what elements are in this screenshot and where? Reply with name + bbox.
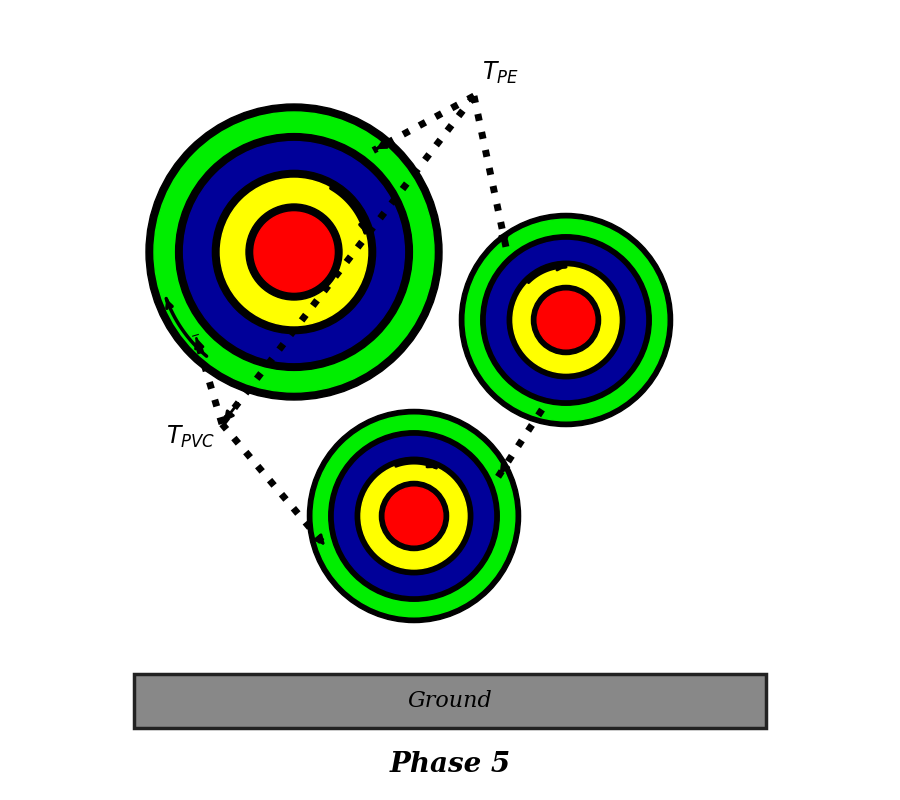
Circle shape [537,291,595,349]
Circle shape [356,458,472,574]
Circle shape [154,112,434,392]
Circle shape [308,410,520,622]
Text: $T_{PE}$: $T_{PE}$ [482,60,518,86]
Text: $T_{PVC}$: $T_{PVC}$ [166,424,215,450]
Circle shape [220,178,367,326]
Circle shape [184,142,404,362]
Bar [134,674,766,728]
Circle shape [481,234,652,406]
Circle shape [380,482,448,550]
Circle shape [335,437,493,595]
Circle shape [385,487,443,545]
Circle shape [459,214,672,426]
Circle shape [508,262,625,378]
Text: Phase 5: Phase 5 [390,750,510,778]
Circle shape [176,134,412,370]
Circle shape [254,212,334,292]
Circle shape [513,267,619,373]
Circle shape [487,241,645,399]
Circle shape [212,170,375,334]
Circle shape [465,219,667,421]
Circle shape [531,286,600,354]
Text: Ground: Ground [408,690,492,712]
Circle shape [328,430,500,602]
Circle shape [361,463,467,569]
Circle shape [146,104,442,400]
Circle shape [313,415,515,617]
Circle shape [246,204,342,300]
